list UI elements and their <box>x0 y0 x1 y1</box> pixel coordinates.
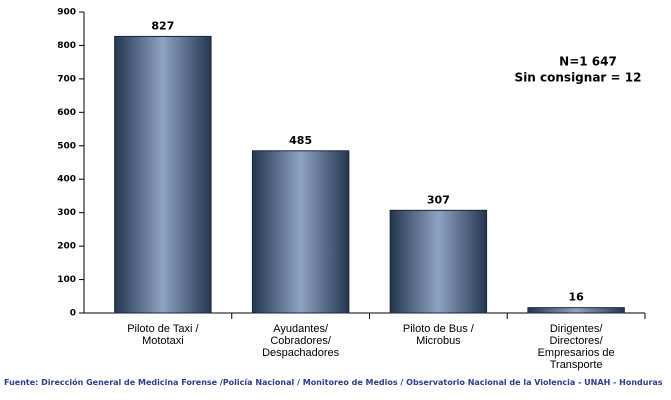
x-tick-label: Despachadores <box>262 347 340 359</box>
x-tick-label: Mototaxi <box>142 335 184 347</box>
x-tick-label: Piloto de Taxi / <box>127 323 199 335</box>
x-tick-label: Directores/ <box>550 335 604 347</box>
value-label: 307 <box>427 193 450 206</box>
y-tick-label: 800 <box>57 41 76 51</box>
bar <box>389 209 488 314</box>
x-tick-label: Dirigentes/ <box>550 323 604 335</box>
bar <box>114 35 212 314</box>
value-label: 485 <box>289 134 312 147</box>
y-tick-label: 300 <box>57 208 76 218</box>
source-note: Fuente: Dirección General de Medicina Fo… <box>4 378 663 387</box>
y-tick-label: 400 <box>57 175 76 185</box>
y-tick-label: 100 <box>57 275 76 285</box>
y-tick-label: 900 <box>57 8 76 18</box>
bar <box>527 307 625 314</box>
x-tick-label: Cobradores/ <box>270 335 331 347</box>
annotation: Sin consignar = 12 <box>515 71 642 85</box>
y-tick-label: 200 <box>57 242 76 252</box>
value-label: 16 <box>568 291 584 304</box>
x-tick-label: Transporte <box>550 359 603 371</box>
y-tick-label: 0 <box>70 309 76 319</box>
annotation: N=1 647 <box>559 55 617 69</box>
x-tick-label: Piloto de Bus / <box>403 323 475 335</box>
bar <box>251 150 350 314</box>
x-tick-label: Empresarios de <box>538 347 615 359</box>
y-tick-label: 600 <box>57 108 76 118</box>
y-tick-label: 700 <box>57 74 76 84</box>
chart: N=1 647 Sin consignar = 12 0 100 200 300 400… <box>57 8 646 371</box>
y-tick-label: 500 <box>57 141 76 151</box>
value-label: 827 <box>151 19 174 32</box>
x-tick-label: Ayudantes/ <box>273 323 329 335</box>
x-tick-label: Microbus <box>416 335 461 347</box>
